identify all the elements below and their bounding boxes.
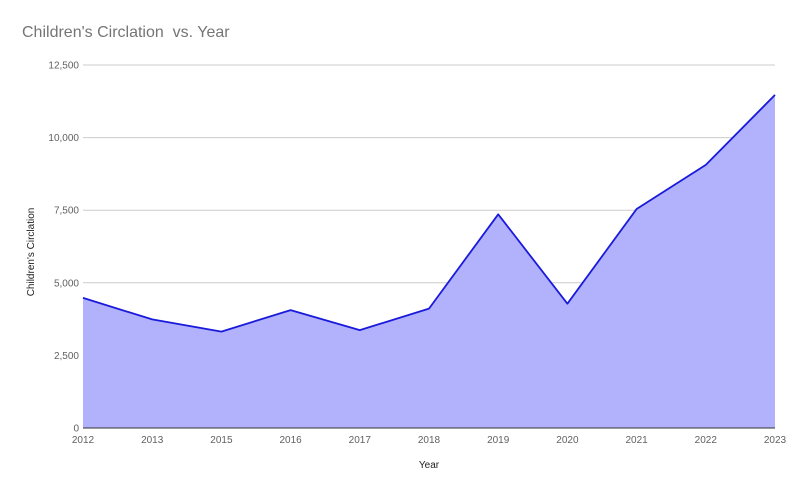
y-axis-ticks: 0 2,500 5,000 7,500 10,000 12,500 <box>48 61 79 435</box>
chart-title: Children's Circlation vs. Year <box>22 24 230 41</box>
x-tick-label: 2019 <box>487 435 510 446</box>
y-axis-title: Children's Circlation <box>26 208 37 297</box>
x-tick-label: 2015 <box>210 435 233 446</box>
y-tick-label: 2,500 <box>54 351 79 362</box>
series-line <box>82 94 776 333</box>
y-tick-label: 12,500 <box>48 61 79 72</box>
x-axis-ticks: 2012 2013 2015 2016 2017 2018 2019 2020 2021 2022… <box>72 435 787 446</box>
x-tick-label: 2016 <box>279 435 302 446</box>
x-tick-label: 2018 <box>418 435 441 446</box>
y-tick-label: 10,000 <box>48 133 79 144</box>
x-tick-label: 2020 <box>556 435 579 446</box>
x-tick-label: 2017 <box>349 435 372 446</box>
y-tick-label: 5,000 <box>54 278 79 289</box>
x-axis-title: Year <box>419 460 440 471</box>
x-tick-label: 2013 <box>141 435 164 446</box>
x-tick-label: 2022 <box>695 435 718 446</box>
area-fill <box>83 94 775 429</box>
x-tick-label: 2012 <box>72 435 95 446</box>
y-tick-label: 0 <box>73 424 79 435</box>
x-tick-label: 2023 <box>764 435 787 446</box>
y-tick-label: 7,500 <box>54 206 79 217</box>
x-tick-label: 2021 <box>625 435 648 446</box>
